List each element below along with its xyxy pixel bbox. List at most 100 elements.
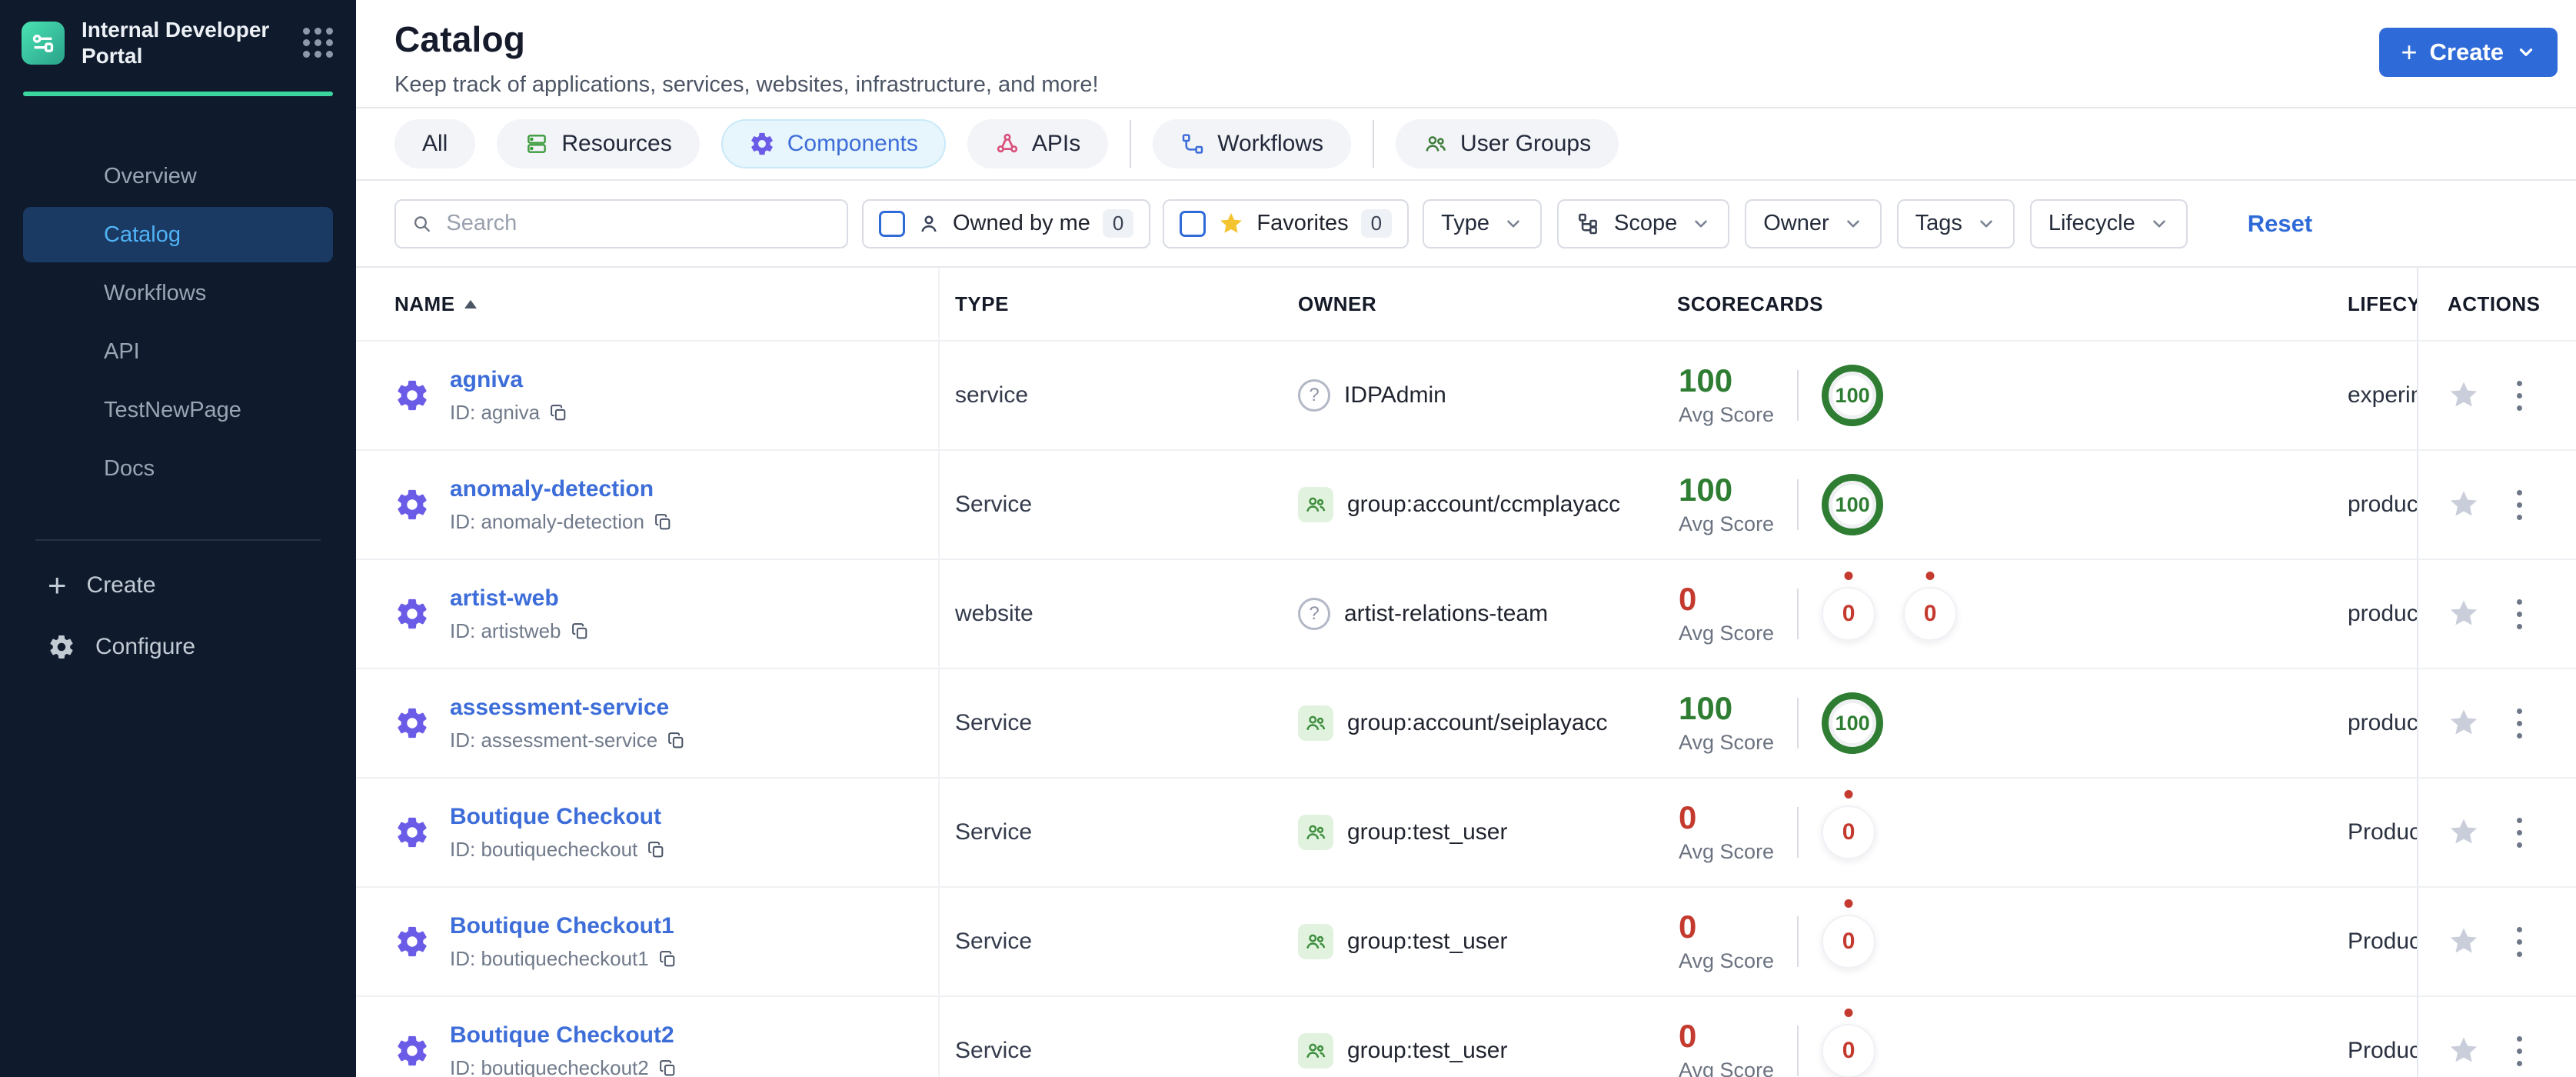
favorite-star-icon[interactable] xyxy=(2448,1035,2480,1067)
component-gear-icon xyxy=(394,487,430,522)
column-header-label: LIFECYCLE xyxy=(2348,292,2417,315)
filter-dropdown-scope[interactable]: Scope xyxy=(1557,198,1730,248)
filter-dropdown-lifecycle[interactable]: Lifecycle xyxy=(2029,198,2188,248)
actions-cell xyxy=(2417,669,2576,777)
filter-favorites[interactable]: Favorites 0 xyxy=(1163,198,1409,248)
column-header-type: TYPE xyxy=(940,268,1293,340)
sidebar-configure-button[interactable]: Configure xyxy=(0,616,356,678)
column-header-name[interactable]: NAME xyxy=(356,268,940,340)
copy-icon[interactable] xyxy=(658,1059,677,1077)
scorecard-ring[interactable]: 0 xyxy=(1822,572,1876,641)
filter-dropdown-owner[interactable]: Owner xyxy=(1745,198,1882,248)
avg-score: 100 Avg Score xyxy=(1679,473,1774,536)
filter-dropdown-tags[interactable]: Tags xyxy=(1896,198,2015,248)
owned-by-me-checkbox[interactable] xyxy=(879,210,905,237)
kebab-menu-icon[interactable] xyxy=(2512,1032,2527,1071)
apps-grid-icon[interactable] xyxy=(303,28,333,58)
sidebar-item-api[interactable]: API xyxy=(0,322,356,381)
dropdown-label: Type xyxy=(1441,211,1489,235)
filter-count-badge: 0 xyxy=(1102,209,1134,238)
kebab-menu-icon[interactable] xyxy=(2512,813,2527,852)
tab-user-groups[interactable]: User Groups xyxy=(1396,119,1619,168)
alert-dot xyxy=(1925,572,1935,580)
table-header-row: NAME TYPE OWNER SCORECARDS LIFECYCLE ACTIONS xyxy=(356,268,2576,340)
entity-name-link[interactable]: Boutique Checkout1 xyxy=(450,912,674,939)
avg-score-label: Avg Score xyxy=(1679,730,1775,754)
scorecard-ring[interactable]: 0 xyxy=(1822,899,1876,969)
avg-score-label: Avg Score xyxy=(1679,621,1775,645)
scorecard-ring[interactable]: 100 xyxy=(1822,474,1884,535)
copy-icon[interactable] xyxy=(549,403,568,422)
create-button[interactable]: + Create xyxy=(2379,28,2558,77)
type-cell: Service xyxy=(955,1038,1033,1063)
scorecard-rings: 100 xyxy=(1822,365,1884,426)
favorites-checkbox[interactable] xyxy=(1180,210,1206,237)
tab-workflows[interactable]: Workflows xyxy=(1153,119,1352,168)
components-icon xyxy=(749,131,775,157)
tab-all[interactable]: All xyxy=(394,119,476,168)
tab-resources[interactable]: Resources xyxy=(497,119,700,168)
scorecard-ring[interactable]: 0 xyxy=(1822,1009,1876,1077)
copy-icon[interactable] xyxy=(647,840,666,859)
copy-icon[interactable] xyxy=(654,512,673,532)
chevron-down-icon xyxy=(1976,214,1996,234)
sidebar-item-catalog[interactable]: Catalog xyxy=(23,207,333,263)
copy-icon[interactable] xyxy=(571,622,590,641)
entity-name-link[interactable]: artist-web xyxy=(450,585,559,611)
kebab-menu-icon[interactable] xyxy=(2512,485,2527,525)
kebab-menu-icon[interactable] xyxy=(2512,704,2527,743)
table-row: anomaly-detection ID: anomaly-detection Se… xyxy=(356,449,2576,559)
favorite-star-icon[interactable] xyxy=(2448,488,2480,521)
sidebar-item-workflows[interactable]: Workflows xyxy=(0,264,356,322)
column-header-label: ACTIONS xyxy=(2448,292,2541,315)
tab-components[interactable]: Components xyxy=(721,119,946,168)
favorite-star-icon[interactable] xyxy=(2448,379,2480,412)
sidebar-create-button[interactable]: + Create xyxy=(0,555,356,616)
owner-name: group:account/ccmplayacc xyxy=(1347,492,1621,517)
name-cell: artist-web ID: artistweb xyxy=(356,560,940,668)
kebab-menu-icon[interactable] xyxy=(2512,595,2527,634)
actions-cell xyxy=(2417,997,2576,1077)
sidebar-footer-label: Create xyxy=(86,572,156,599)
tab-apis[interactable]: APIs xyxy=(967,119,1109,168)
copy-icon[interactable] xyxy=(658,949,677,969)
reset-filters-link[interactable]: Reset xyxy=(2247,209,2313,237)
entity-name-link[interactable]: assessment-service xyxy=(450,694,670,720)
kebab-menu-icon[interactable] xyxy=(2512,922,2527,962)
scorecard-ring[interactable]: 100 xyxy=(1822,365,1884,426)
scorecard-ring[interactable]: 0 xyxy=(1822,790,1876,859)
sidebar-item-docs[interactable]: Docs xyxy=(0,439,356,498)
favorite-star-icon[interactable] xyxy=(2448,707,2480,739)
type-cell: Service xyxy=(955,710,1033,735)
actions-cell xyxy=(2417,560,2576,668)
component-gear-icon xyxy=(394,1033,430,1069)
entity-id-text: ID: artistweb xyxy=(450,619,561,642)
chevron-down-icon xyxy=(1691,214,1711,234)
favorite-star-icon[interactable] xyxy=(2448,925,2480,958)
kebab-menu-icon[interactable] xyxy=(2512,376,2527,415)
entity-id-text: ID: boutiquecheckout xyxy=(450,837,638,861)
person-icon xyxy=(917,212,940,235)
search-input[interactable] xyxy=(444,210,831,237)
type-cell: service xyxy=(955,382,1029,408)
copy-icon[interactable] xyxy=(667,731,686,750)
entity-name-link[interactable]: anomaly-detection xyxy=(450,475,654,502)
scorecard-ring[interactable]: 100 xyxy=(1822,692,1884,754)
owner-name: IDPAdmin xyxy=(1344,382,1446,408)
sidebar-item-testnewpage[interactable]: TestNewPage xyxy=(0,381,356,439)
name-cell: assessment-service ID: assessment-service xyxy=(356,669,940,777)
sidebar-item-overview[interactable]: Overview xyxy=(0,147,356,205)
favorite-star-icon[interactable] xyxy=(2448,598,2480,630)
scorecard-ring[interactable]: 0 xyxy=(1903,572,1958,641)
scorecard-rings: 0 xyxy=(1822,899,1876,969)
entity-name-link[interactable]: Boutique Checkout xyxy=(450,803,661,829)
alert-dot xyxy=(1844,790,1853,799)
entity-id: ID: boutiquecheckout1 xyxy=(450,947,677,971)
entity-name-link[interactable]: agniva xyxy=(450,366,524,392)
entity-name-link[interactable]: Boutique Checkout2 xyxy=(450,1022,674,1048)
entity-id-text: ID: anomaly-detection xyxy=(450,509,644,533)
favorite-star-icon[interactable] xyxy=(2448,816,2480,849)
filter-dropdown-type[interactable]: Type xyxy=(1423,198,1542,248)
filter-owned-by-me[interactable]: Owned by me 0 xyxy=(862,198,1151,248)
alert-dot xyxy=(1844,1009,1853,1017)
